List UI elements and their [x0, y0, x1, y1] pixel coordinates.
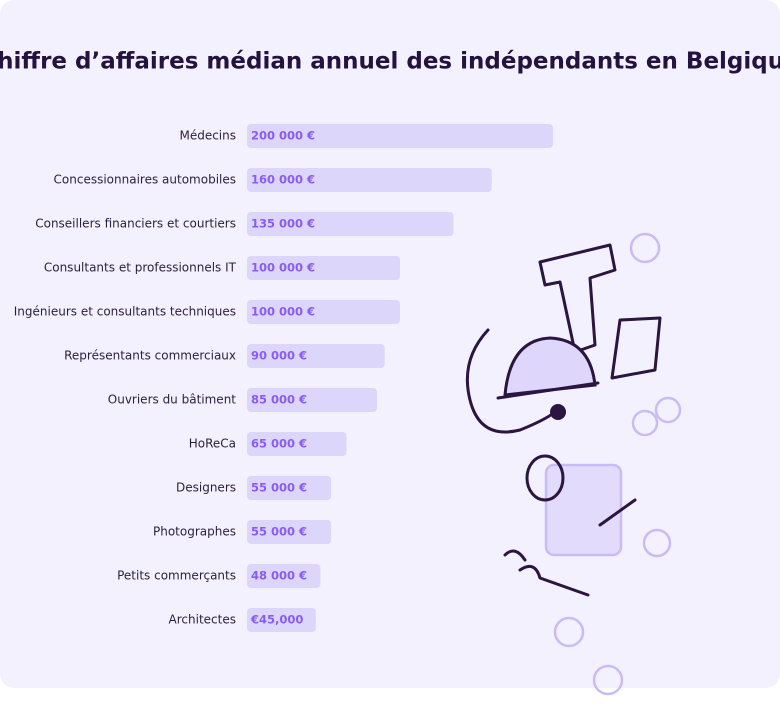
tape-measure	[525, 454, 565, 502]
value-label: 48 000 €	[251, 569, 307, 583]
value-label: 135 000 €	[251, 217, 315, 231]
value-label: 100 000 €	[251, 261, 315, 275]
bar	[247, 520, 332, 544]
category-label: Conseillers financiers et courtiers	[35, 217, 236, 231]
tablet	[544, 463, 623, 557]
card-background	[0, 0, 780, 688]
coin	[654, 396, 682, 424]
value-label: €45,000	[250, 613, 303, 627]
bar	[247, 124, 553, 148]
value-label: 90 000 €	[251, 349, 307, 363]
coin	[592, 664, 624, 696]
bar	[247, 476, 332, 500]
bar	[247, 608, 316, 632]
pen	[598, 498, 637, 527]
category-label: Petits commerçants	[117, 569, 236, 583]
category-label: Ouvriers du bâtiment	[108, 393, 237, 407]
caliper	[538, 243, 617, 354]
category-label: Consultants et professionnels IT	[44, 261, 237, 275]
stethoscope	[465, 328, 557, 434]
category-label: Médecins	[179, 129, 236, 143]
value-label: 160 000 €	[251, 173, 315, 187]
value-label: 55 000 €	[251, 525, 307, 539]
value-label: 100 000 €	[251, 305, 315, 319]
bar	[247, 256, 400, 280]
cloche	[503, 336, 597, 397]
stethoscope-head	[550, 404, 566, 420]
value-label: 65 000 €	[251, 437, 307, 451]
bar	[247, 344, 385, 368]
tray	[496, 381, 600, 400]
value-label: 85 000 €	[251, 393, 307, 407]
bar	[247, 212, 454, 236]
bar	[247, 168, 492, 192]
glasses	[503, 549, 590, 597]
category-label: Photographes	[153, 525, 236, 539]
document	[610, 316, 662, 380]
bar	[247, 388, 378, 412]
value-label: 200 000 €	[251, 129, 315, 143]
category-label: Designers	[176, 481, 236, 495]
coin	[629, 232, 661, 264]
category-label: Ingénieurs et consultants techniques	[14, 305, 236, 319]
category-label: Architectes	[169, 613, 236, 627]
category-label: Représentants commerciaux	[64, 349, 236, 363]
bar	[247, 300, 400, 324]
coin	[642, 528, 672, 558]
value-label: 55 000 €	[251, 481, 307, 495]
bar	[247, 564, 321, 588]
chart-title: Chiffre d’affaires médian annuel des ind…	[0, 49, 780, 75]
illustration	[465, 232, 682, 696]
coin	[553, 616, 585, 648]
category-label: HoReCa	[189, 437, 236, 451]
bar	[247, 432, 347, 456]
coin	[631, 409, 659, 437]
category-label: Concessionnaires automobiles	[54, 173, 236, 187]
